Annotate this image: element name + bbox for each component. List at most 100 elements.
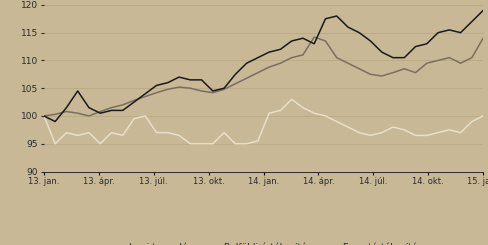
Belföldi értékesítés xyxy=(221,131,227,134)
Exportértékesítés xyxy=(435,31,441,34)
Exportértékesítés xyxy=(367,39,373,42)
Exportértékesítés xyxy=(97,112,103,115)
Belföldi értékesítés xyxy=(435,131,441,134)
Belföldi értékesítés xyxy=(356,131,362,134)
Belföldi értékesítés xyxy=(63,131,69,134)
Exportértékesítés xyxy=(255,56,261,59)
Ipari termelés xyxy=(63,110,69,113)
Line: Ipari termelés: Ipari termelés xyxy=(44,37,483,116)
Ipari termelés xyxy=(323,39,328,42)
Belföldi értékesítés xyxy=(278,109,284,112)
Belföldi értékesítés xyxy=(379,131,385,134)
Belföldi értékesítés xyxy=(345,126,351,129)
Ipari termelés xyxy=(131,99,137,102)
Belföldi értékesítés xyxy=(154,131,160,134)
Exportértékesítés xyxy=(41,114,47,117)
Exportértékesítés xyxy=(458,31,464,34)
Belföldi értékesítés xyxy=(52,142,58,145)
Belföldi értékesítés xyxy=(120,134,126,137)
Legend: Ipari termelés, Belföldi értékesítés, Exportértékesítés: Ipari termelés, Belföldi értékesítés, Ex… xyxy=(101,239,426,245)
Ipari termelés xyxy=(458,62,464,65)
Exportértékesítés xyxy=(469,20,475,23)
Exportértékesítés xyxy=(300,37,306,40)
Belföldi értékesítés xyxy=(424,134,430,137)
Ipari termelés xyxy=(413,71,419,74)
Belföldi értékesítés xyxy=(108,131,114,134)
Ipari termelés xyxy=(447,56,452,59)
Exportértékesítés xyxy=(131,101,137,104)
Belföldi értékesítés xyxy=(210,142,216,145)
Exportértékesítés xyxy=(108,109,114,112)
Exportértékesítés xyxy=(289,39,295,42)
Belföldi értékesítés xyxy=(289,98,295,101)
Ipari termelés xyxy=(401,67,407,70)
Ipari termelés xyxy=(367,73,373,76)
Belföldi értékesítés xyxy=(266,112,272,115)
Exportértékesítés xyxy=(356,31,362,34)
Belföldi értékesítés xyxy=(97,142,103,145)
Belföldi értékesítés xyxy=(244,142,249,145)
Ipari termelés xyxy=(210,91,216,94)
Belföldi értékesítés xyxy=(323,114,328,117)
Exportértékesítés xyxy=(413,45,419,48)
Ipari termelés xyxy=(176,86,182,88)
Exportértékesítés xyxy=(334,14,340,17)
Belföldi értékesítés xyxy=(367,134,373,137)
Exportértékesítés xyxy=(401,56,407,59)
Ipari termelés xyxy=(41,114,47,117)
Exportértékesítés xyxy=(278,48,284,51)
Ipari termelés xyxy=(278,62,284,65)
Belföldi értékesítés xyxy=(300,106,306,109)
Ipari termelés xyxy=(390,71,396,74)
Exportértékesítés xyxy=(379,51,385,54)
Exportértékesítés xyxy=(390,56,396,59)
Ipari termelés xyxy=(345,62,351,65)
Exportértékesítés xyxy=(75,89,81,92)
Belföldi értékesítés xyxy=(469,120,475,123)
Exportértékesítés xyxy=(165,81,171,84)
Exportértékesítés xyxy=(480,9,486,12)
Belföldi értékesítés xyxy=(199,142,204,145)
Belföldi értékesítés xyxy=(75,134,81,137)
Exportértékesítés xyxy=(244,62,249,65)
Belföldi értékesítés xyxy=(334,120,340,123)
Belföldi értékesítés xyxy=(480,114,486,117)
Ipari termelés xyxy=(165,88,171,91)
Exportértékesítés xyxy=(311,42,317,45)
Ipari termelés xyxy=(75,112,81,115)
Line: Belföldi értékesítés: Belföldi értékesítés xyxy=(44,99,483,144)
Ipari termelés xyxy=(142,95,148,98)
Exportértékesítés xyxy=(142,92,148,95)
Ipari termelés xyxy=(86,114,92,117)
Ipari termelés xyxy=(480,37,486,40)
Ipari termelés xyxy=(266,66,272,69)
Exportértékesítés xyxy=(176,76,182,79)
Belföldi értékesítés xyxy=(165,131,171,134)
Ipari termelés xyxy=(187,87,193,90)
Belföldi értékesítés xyxy=(458,131,464,134)
Exportértékesítés xyxy=(323,17,328,20)
Ipari termelés xyxy=(424,62,430,65)
Ipari termelés xyxy=(289,56,295,59)
Exportértékesítés xyxy=(86,106,92,109)
Ipari termelés xyxy=(435,59,441,62)
Belföldi értékesítés xyxy=(390,126,396,129)
Ipari termelés xyxy=(356,67,362,70)
Ipari termelés xyxy=(232,82,238,85)
Ipari termelés xyxy=(221,88,227,91)
Ipari termelés xyxy=(311,36,317,38)
Exportértékesítés xyxy=(424,42,430,45)
Ipari termelés xyxy=(244,77,249,80)
Belföldi értékesítés xyxy=(131,117,137,120)
Ipari termelés xyxy=(108,106,114,109)
Belföldi értékesítés xyxy=(187,142,193,145)
Exportértékesítés xyxy=(187,78,193,81)
Exportértékesítés xyxy=(221,87,227,90)
Belföldi értékesítés xyxy=(401,128,407,131)
Belföldi értékesítés xyxy=(311,112,317,115)
Exportértékesítés xyxy=(447,28,452,31)
Exportértékesítés xyxy=(154,84,160,87)
Belföldi értékesítés xyxy=(413,134,419,137)
Belföldi értékesítés xyxy=(176,134,182,137)
Exportértékesítés xyxy=(266,51,272,54)
